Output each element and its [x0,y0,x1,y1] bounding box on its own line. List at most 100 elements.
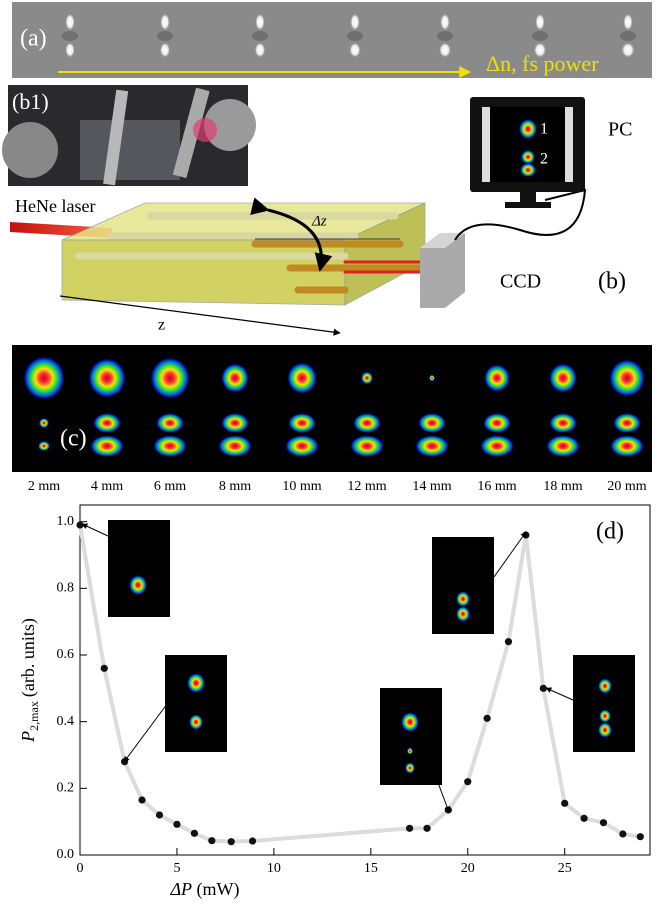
shadow [620,31,636,41]
point [423,825,430,832]
point [191,830,198,837]
position-label: 10 mm [282,479,321,494]
spot [349,42,361,58]
x-tick-label: 25 [558,861,572,876]
point [600,819,607,826]
spot [440,13,450,31]
mode-label: 2 [540,151,548,168]
point [138,796,145,803]
y-axis-label: P2,max(arb. units) [18,618,41,743]
photo-part [2,122,58,178]
mode [609,359,645,397]
inset [165,655,227,752]
mode [39,418,49,428]
label: Δz [311,213,327,229]
x-label-units: (mW) [197,879,240,900]
figure: (a) Δn, fs power (b1) 1 2 HeNe laser Δz … [0,0,665,909]
y-tick-label: 1.0 [57,514,75,529]
point [208,837,215,844]
shadow [347,31,363,41]
mode [353,413,381,433]
shadow [252,31,268,41]
y-tick-label: 0.0 [57,847,75,862]
mode [549,413,577,433]
position-label: 14 mm [412,479,451,494]
inset-mode [189,714,203,729]
x-tick-label: 0 [77,861,84,876]
x-tick-label: 10 [267,861,281,876]
position-label: 20 mm [607,479,646,494]
point [505,638,512,645]
mode [613,413,641,433]
label: HeNe laser [15,196,95,216]
mode [288,413,316,433]
point [637,833,644,840]
mode [415,435,449,457]
position-label: 16 mm [477,479,516,494]
label: z [158,317,165,334]
inset-mode [456,606,470,621]
mode [350,435,384,457]
mode [287,362,317,394]
point [101,665,108,672]
shadow [157,31,173,41]
mode [285,435,319,457]
position-label: 8 mm [219,479,251,494]
inset [108,520,170,617]
spot [621,42,635,58]
mode [153,435,187,457]
mode [610,435,644,457]
panel-label: (a) [20,26,47,52]
spot [65,42,75,58]
x-axis-label: ΔP (mW) [169,879,239,900]
mode [521,150,535,164]
x-tick-label: 15 [364,861,378,876]
panel-label: (b) [598,269,626,295]
position-label: 6 mm [154,479,186,494]
spot [255,13,265,31]
panel-label: (c) [60,426,87,452]
spot [160,13,170,31]
sample [62,240,345,305]
mode [429,375,435,381]
point [406,825,413,832]
point [76,521,83,528]
mode [546,435,580,457]
spot [254,42,265,58]
x-label-symbol: ΔP [169,879,192,899]
mode [221,413,249,433]
annotation: Δn, fs power [486,51,599,76]
photo-part [193,118,217,142]
spot [350,13,360,31]
mode [480,435,514,457]
shadow [62,31,78,41]
mode [549,363,577,392]
inset-arrow [82,524,108,536]
photo-part [80,120,180,180]
inset-mode [456,591,470,606]
mode [93,413,121,433]
inset-mode [405,763,415,774]
y-tick-label: 0.4 [57,714,75,729]
inset-mode [598,678,612,693]
inset-mode [407,748,413,755]
mode [520,163,536,177]
mode [218,435,252,457]
mode [484,364,510,391]
point [249,837,256,844]
position-label: 18 mm [543,479,582,494]
inset-arrow [546,688,573,700]
point [580,815,587,822]
inset-mode [598,722,612,737]
inset-mode [129,575,147,595]
mode [418,413,446,433]
y-tick-label: 0.6 [57,647,75,662]
inset-mode [401,712,419,732]
position-label: 2 mm [28,479,60,494]
point [619,830,626,837]
mode [519,119,537,139]
mode [483,413,511,433]
point [173,821,180,828]
